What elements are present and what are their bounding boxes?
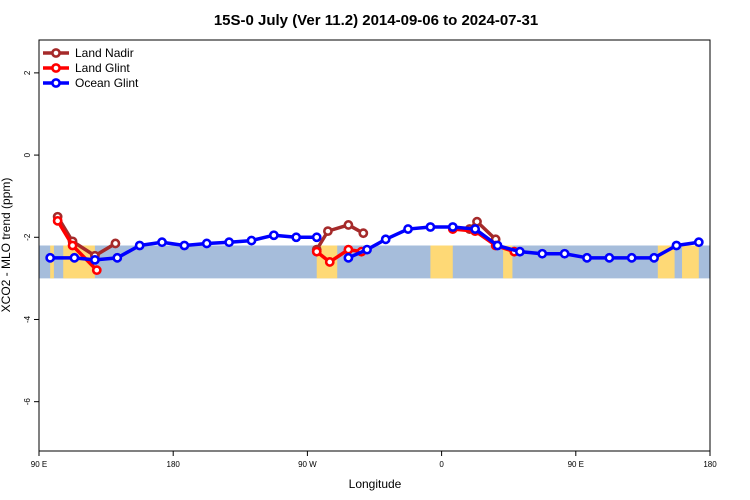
data-point [343, 252, 354, 263]
data-point [52, 215, 63, 226]
y-axis-label: XCO2 - MLO trend (ppm) [0, 178, 13, 313]
map-band [39, 245, 710, 279]
data-point [604, 252, 615, 263]
data-point [112, 252, 123, 263]
data-point [472, 216, 482, 227]
data-point [559, 248, 570, 259]
data-point [380, 234, 391, 245]
x-tick-label: 0 [439, 460, 444, 469]
data-point [725, 217, 732, 224]
legend-label: Ocean Glint [75, 76, 139, 90]
data-point [626, 252, 637, 263]
data-point [224, 237, 235, 248]
x-tick-label: 90 E [568, 460, 584, 469]
data-point [201, 238, 212, 249]
x-tick-label: 90 E [31, 460, 47, 469]
data-point [157, 237, 167, 248]
data-point [67, 240, 78, 251]
data-point [693, 237, 704, 248]
data-point [725, 213, 732, 220]
series-line [729, 217, 750, 256]
data-point [358, 228, 369, 239]
data-point [45, 252, 56, 263]
series-line [729, 221, 750, 270]
y-axis: 2 0 -2 -4 -6 [23, 70, 39, 405]
data-point [343, 220, 354, 230]
plot-area [45, 211, 750, 276]
series-line [314, 247, 364, 264]
data-point [582, 252, 592, 263]
data-point [69, 252, 80, 263]
data-point [91, 265, 102, 276]
series-ocean-glint [45, 222, 704, 265]
data-point [740, 238, 747, 245]
legend-label: Land Glint [75, 61, 130, 75]
data-point [324, 257, 335, 267]
data-point [492, 240, 503, 251]
data-point [649, 252, 659, 263]
data-point [537, 248, 548, 259]
data-point [323, 226, 333, 237]
series-line [314, 223, 366, 252]
data-point [447, 222, 458, 232]
data-point [134, 240, 145, 251]
data-point [110, 238, 121, 249]
land-patch [682, 245, 699, 279]
data-point [343, 244, 354, 255]
land-patch [503, 245, 513, 279]
y-tick-label: -6 [23, 398, 32, 406]
y-tick-label: -4 [23, 315, 32, 323]
data-point [311, 246, 322, 257]
data-point [470, 224, 481, 234]
land-patch [430, 245, 453, 279]
x-tick-label: 180 [167, 460, 181, 469]
data-point [268, 230, 279, 241]
plot-frame [38, 39, 711, 452]
chart-title: 15S-0 July (Ver 11.2) 2014-09-06 to 2024… [214, 12, 538, 29]
data-point [425, 222, 436, 232]
legend-label: Land Nadir [75, 46, 134, 60]
data-point [740, 242, 747, 249]
legend-marker [51, 78, 61, 88]
x-tick-label: 90 W [298, 460, 317, 469]
ocean-band [39, 245, 710, 279]
data-point [179, 240, 190, 251]
x-tick-label: 180 [703, 460, 717, 469]
data-point [362, 244, 372, 255]
y-tick-label: 0 [23, 152, 32, 157]
legend-marker [51, 48, 61, 58]
data-point [403, 224, 413, 234]
y-tick-label: 2 [23, 70, 32, 75]
data-point [311, 232, 322, 243]
x-axis: 90 E 180 90 W 0 90 E 180 [31, 451, 717, 469]
data-point [514, 246, 525, 257]
data-point [291, 232, 302, 243]
series-line [55, 214, 118, 258]
data-point [671, 240, 682, 251]
data-point [90, 254, 100, 265]
legend-marker [51, 63, 61, 73]
y-tick-label: -2 [23, 233, 32, 241]
data-point [246, 235, 257, 246]
x-axis-label: Longitude [349, 477, 402, 491]
